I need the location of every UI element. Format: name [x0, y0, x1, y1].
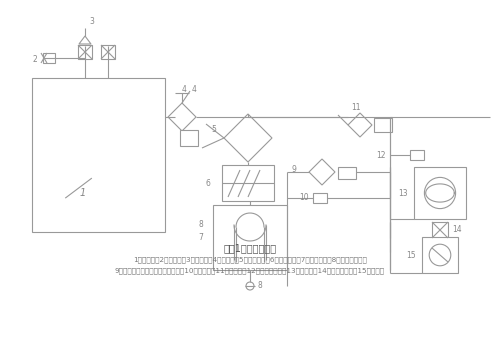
- Text: 8: 8: [198, 220, 203, 229]
- Bar: [338, 167, 356, 179]
- Text: 7: 7: [198, 233, 203, 242]
- Text: 3: 3: [89, 18, 94, 26]
- Bar: [180, 130, 198, 146]
- Bar: [432, 222, 448, 238]
- Polygon shape: [309, 159, 335, 185]
- Text: 2: 2: [32, 55, 37, 65]
- Circle shape: [429, 244, 451, 266]
- Bar: [32, 78, 165, 232]
- Text: 10: 10: [300, 193, 309, 203]
- Text: 11: 11: [351, 102, 361, 112]
- Text: 13: 13: [398, 189, 408, 197]
- Text: 附图1典型真空系统: 附图1典型真空系统: [224, 243, 276, 253]
- Circle shape: [424, 178, 456, 209]
- Bar: [410, 150, 424, 160]
- Bar: [414, 167, 466, 219]
- Bar: [422, 237, 458, 273]
- Bar: [222, 165, 274, 201]
- Polygon shape: [168, 103, 196, 131]
- Text: 12: 12: [376, 150, 386, 160]
- Bar: [213, 205, 287, 270]
- Polygon shape: [348, 113, 372, 137]
- Text: 15: 15: [406, 251, 416, 259]
- Text: 1: 1: [80, 189, 86, 198]
- Text: 9: 9: [292, 164, 296, 174]
- Text: 4: 4: [192, 84, 197, 94]
- Bar: [101, 45, 115, 59]
- Bar: [43, 53, 55, 63]
- Polygon shape: [224, 114, 272, 162]
- Text: 6: 6: [206, 179, 210, 187]
- Bar: [313, 193, 327, 203]
- Circle shape: [246, 282, 254, 290]
- Bar: [78, 45, 92, 59]
- Polygon shape: [79, 36, 91, 44]
- Text: 1－锁胶室；2－充气阀；3－真空规；4－调节阀；5－高真空阀；6－水冷挡板；7－油扩散泵；8－水压传感器；: 1－锁胶室；2－充气阀；3－真空规；4－调节阀；5－高真空阀；6－水冷挡板；7－…: [133, 257, 367, 263]
- Text: 8: 8: [258, 281, 263, 291]
- Text: 5: 5: [212, 126, 216, 134]
- Text: 9－热偶规（即扩散泵前级压力）；10－前级阀；11－预抽阀；12－压力传感器；13－罗茨泵；14－真空压差阀；15－机械泵: 9－热偶规（即扩散泵前级压力）；10－前级阀；11－预抽阀；12－压力传感器；1…: [115, 268, 385, 274]
- Bar: [374, 118, 392, 132]
- Text: 4: 4: [182, 84, 186, 94]
- Text: 14: 14: [452, 226, 462, 234]
